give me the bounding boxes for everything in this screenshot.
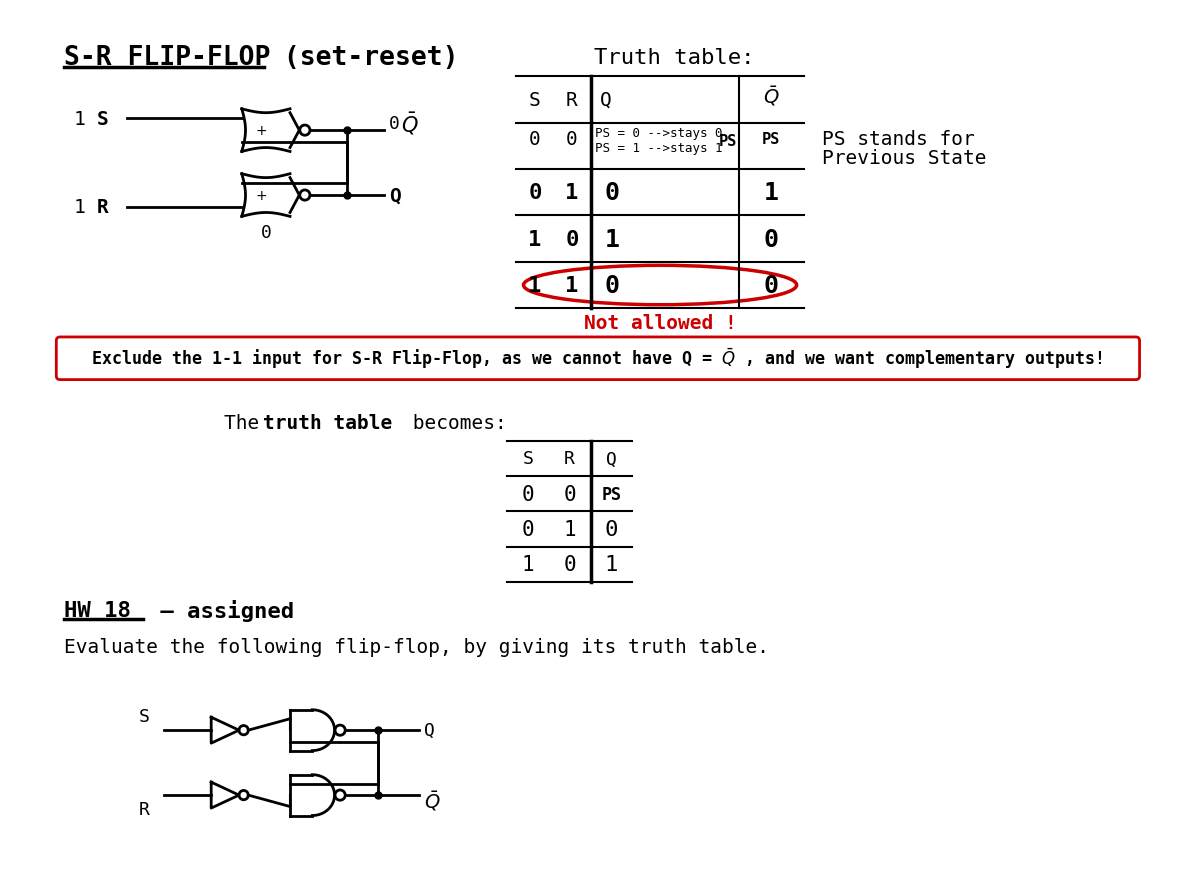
Text: Exclude the 1-1 input for S-R Flip-Flop, as we cannot have Q = $\bar{Q}$ , and w: Exclude the 1-1 input for S-R Flip-Flop,… <box>91 347 1103 371</box>
Text: PS = 0 -->stays 0: PS = 0 -->stays 0 <box>595 127 722 140</box>
Text: +: + <box>256 124 267 138</box>
Text: S-R FLIP-FLOP: S-R FLIP-FLOP <box>63 45 270 71</box>
Text: R: R <box>97 198 109 217</box>
Text: PS: PS <box>719 133 737 148</box>
Text: Q: Q <box>605 450 617 468</box>
Text: Q: Q <box>424 722 435 739</box>
FancyBboxPatch shape <box>56 337 1139 380</box>
Text: 1: 1 <box>764 181 778 205</box>
Text: – assigned: – assigned <box>147 599 294 621</box>
Text: 1: 1 <box>565 276 579 296</box>
Text: 1: 1 <box>528 276 542 296</box>
Text: 0: 0 <box>522 519 534 539</box>
Text: 1: 1 <box>73 198 85 217</box>
Text: $\bar{Q}$: $\bar{Q}$ <box>763 83 780 108</box>
Text: $\bar{Q}$: $\bar{Q}$ <box>401 111 418 137</box>
Text: 0: 0 <box>566 130 578 148</box>
Text: 0: 0 <box>522 484 534 504</box>
Text: S: S <box>529 91 541 110</box>
Text: 1: 1 <box>73 110 85 128</box>
Text: R: R <box>565 450 576 468</box>
Text: PS = 1 -->stays 1: PS = 1 -->stays 1 <box>595 142 722 155</box>
Text: R: R <box>139 800 150 818</box>
Text: 0: 0 <box>389 114 400 133</box>
Text: S: S <box>97 110 109 128</box>
Text: R: R <box>566 91 578 110</box>
Text: 1: 1 <box>522 555 534 574</box>
Text: $\bar{Q}$: $\bar{Q}$ <box>424 788 441 812</box>
Text: PS: PS <box>602 486 621 503</box>
Text: Not allowed !: Not allowed ! <box>584 313 737 332</box>
Text: 0: 0 <box>604 519 618 539</box>
Text: +: + <box>256 189 267 203</box>
Text: PS stands for: PS stands for <box>823 130 975 148</box>
Text: Evaluate the following flip-flop, by giving its truth table.: Evaluate the following flip-flop, by giv… <box>63 637 769 657</box>
Text: 1: 1 <box>528 229 542 249</box>
Text: 0: 0 <box>529 130 541 148</box>
Text: Q: Q <box>389 186 400 205</box>
Text: 1: 1 <box>564 519 576 539</box>
Text: S: S <box>139 708 150 725</box>
Text: 0: 0 <box>764 274 778 298</box>
Text: PS: PS <box>762 132 781 147</box>
Text: 0: 0 <box>604 181 620 205</box>
Text: 0: 0 <box>260 224 271 241</box>
Text: S: S <box>523 450 534 468</box>
Text: Previous State: Previous State <box>823 148 987 168</box>
Text: becomes:: becomes: <box>401 414 507 432</box>
Text: HW 18: HW 18 <box>63 600 130 620</box>
Text: 1: 1 <box>604 555 618 574</box>
Text: 0: 0 <box>764 227 778 251</box>
Text: 1: 1 <box>565 183 579 203</box>
Text: 0: 0 <box>564 555 576 574</box>
Text: 1: 1 <box>604 227 620 251</box>
Text: 0: 0 <box>565 229 579 249</box>
Text: truth table: truth table <box>263 414 393 432</box>
Text: 0: 0 <box>604 274 620 298</box>
Text: 0: 0 <box>528 183 542 203</box>
Text: Truth table:: Truth table: <box>593 47 755 68</box>
Text: The: The <box>224 414 271 432</box>
Text: Q: Q <box>599 91 611 110</box>
Text: (set-reset): (set-reset) <box>267 45 458 71</box>
Text: 0: 0 <box>564 484 576 504</box>
